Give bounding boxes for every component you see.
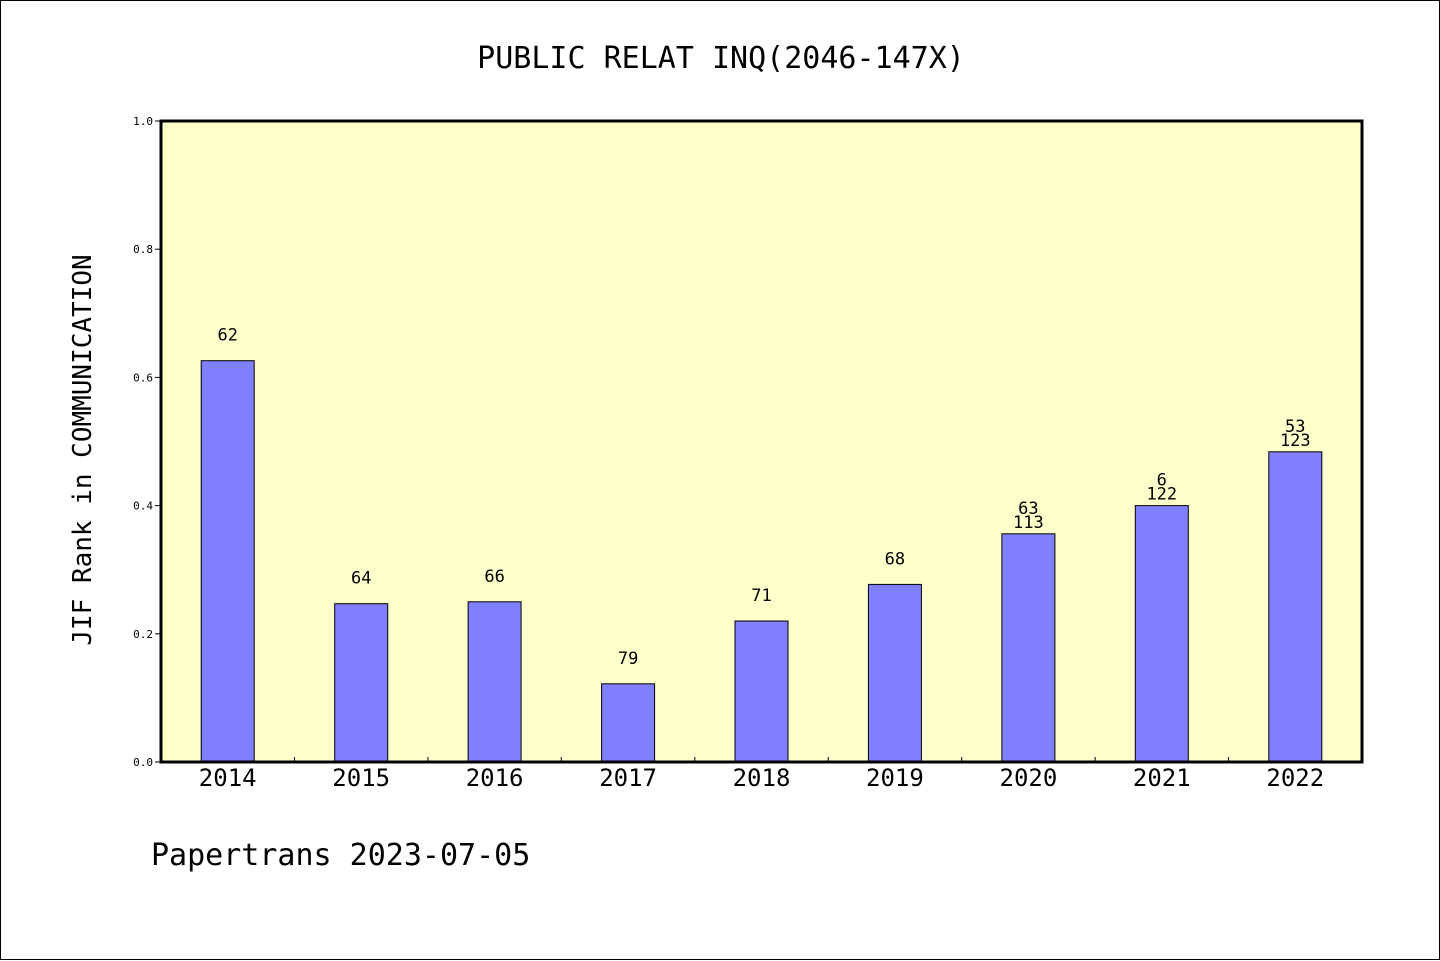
x-tick-label-2022: 2022 xyxy=(1266,764,1324,792)
y-axis-label: JIF Rank in COMMUNICATION xyxy=(68,254,98,645)
data-label-2020-2: 113 xyxy=(1013,513,1044,533)
data-label-2015: 64 xyxy=(351,569,371,589)
x-tick-label-2019: 2019 xyxy=(866,764,924,792)
y-tick-label-0.8: 0.8 xyxy=(133,243,153,256)
x-tick-label-2017: 2017 xyxy=(599,764,657,792)
bar-2014 xyxy=(200,360,255,763)
bar-2016 xyxy=(467,601,522,763)
x-tick-label-2018: 2018 xyxy=(733,764,791,792)
y-tick-label-0.6: 0.6 xyxy=(133,371,153,384)
x-tick-label-2021: 2021 xyxy=(1133,764,1191,792)
y-tick-label-0.4: 0.4 xyxy=(133,500,153,513)
data-label-2020-1: 63 xyxy=(1018,499,1038,519)
data-label-2019: 68 xyxy=(885,549,905,569)
y-axis-ticks: 0.0 0.2 0.4 0.6 0.8 1.0 xyxy=(133,115,161,769)
y-tick-label-0.0: 0.0 xyxy=(133,756,153,769)
data-label-2018: 71 xyxy=(751,586,771,606)
bar-2015 xyxy=(334,603,389,763)
data-label-2022-1: 53 xyxy=(1285,417,1305,437)
y-tick-label-0.2: 0.2 xyxy=(133,628,153,641)
x-tick-label-2016: 2016 xyxy=(466,764,524,792)
x-tick-label-2020: 2020 xyxy=(1000,764,1058,792)
data-label-2016: 66 xyxy=(484,567,504,587)
bar-2022 xyxy=(1268,451,1323,763)
bar-2020 xyxy=(1001,533,1056,763)
data-label-2014: 62 xyxy=(217,326,237,346)
x-tick-label-2014: 2014 xyxy=(199,764,257,792)
data-label-2021-1: 6 xyxy=(1157,471,1167,491)
bar-2017 xyxy=(601,683,656,763)
footer-text: Papertrans 2023-07-05 xyxy=(151,838,530,873)
bar-2021 xyxy=(1134,505,1189,763)
chart-title: PUBLIC RELAT INQ(2046-147X) xyxy=(477,41,965,76)
data-label-2021-2: 122 xyxy=(1146,485,1177,505)
data-label-2022-2: 123 xyxy=(1280,431,1311,451)
bar-2019 xyxy=(867,583,922,763)
y-tick-label-1.0: 1.0 xyxy=(133,115,153,128)
bar-2018 xyxy=(734,620,789,763)
x-tick-label-2015: 2015 xyxy=(332,764,390,792)
plot-border xyxy=(159,119,1364,764)
x-axis-ticks: 2014 2015 2016 2017 2018 2019 2020 2021 2022 xyxy=(199,757,1324,792)
data-label-2017: 79 xyxy=(618,649,638,669)
bars-group xyxy=(200,360,1323,763)
